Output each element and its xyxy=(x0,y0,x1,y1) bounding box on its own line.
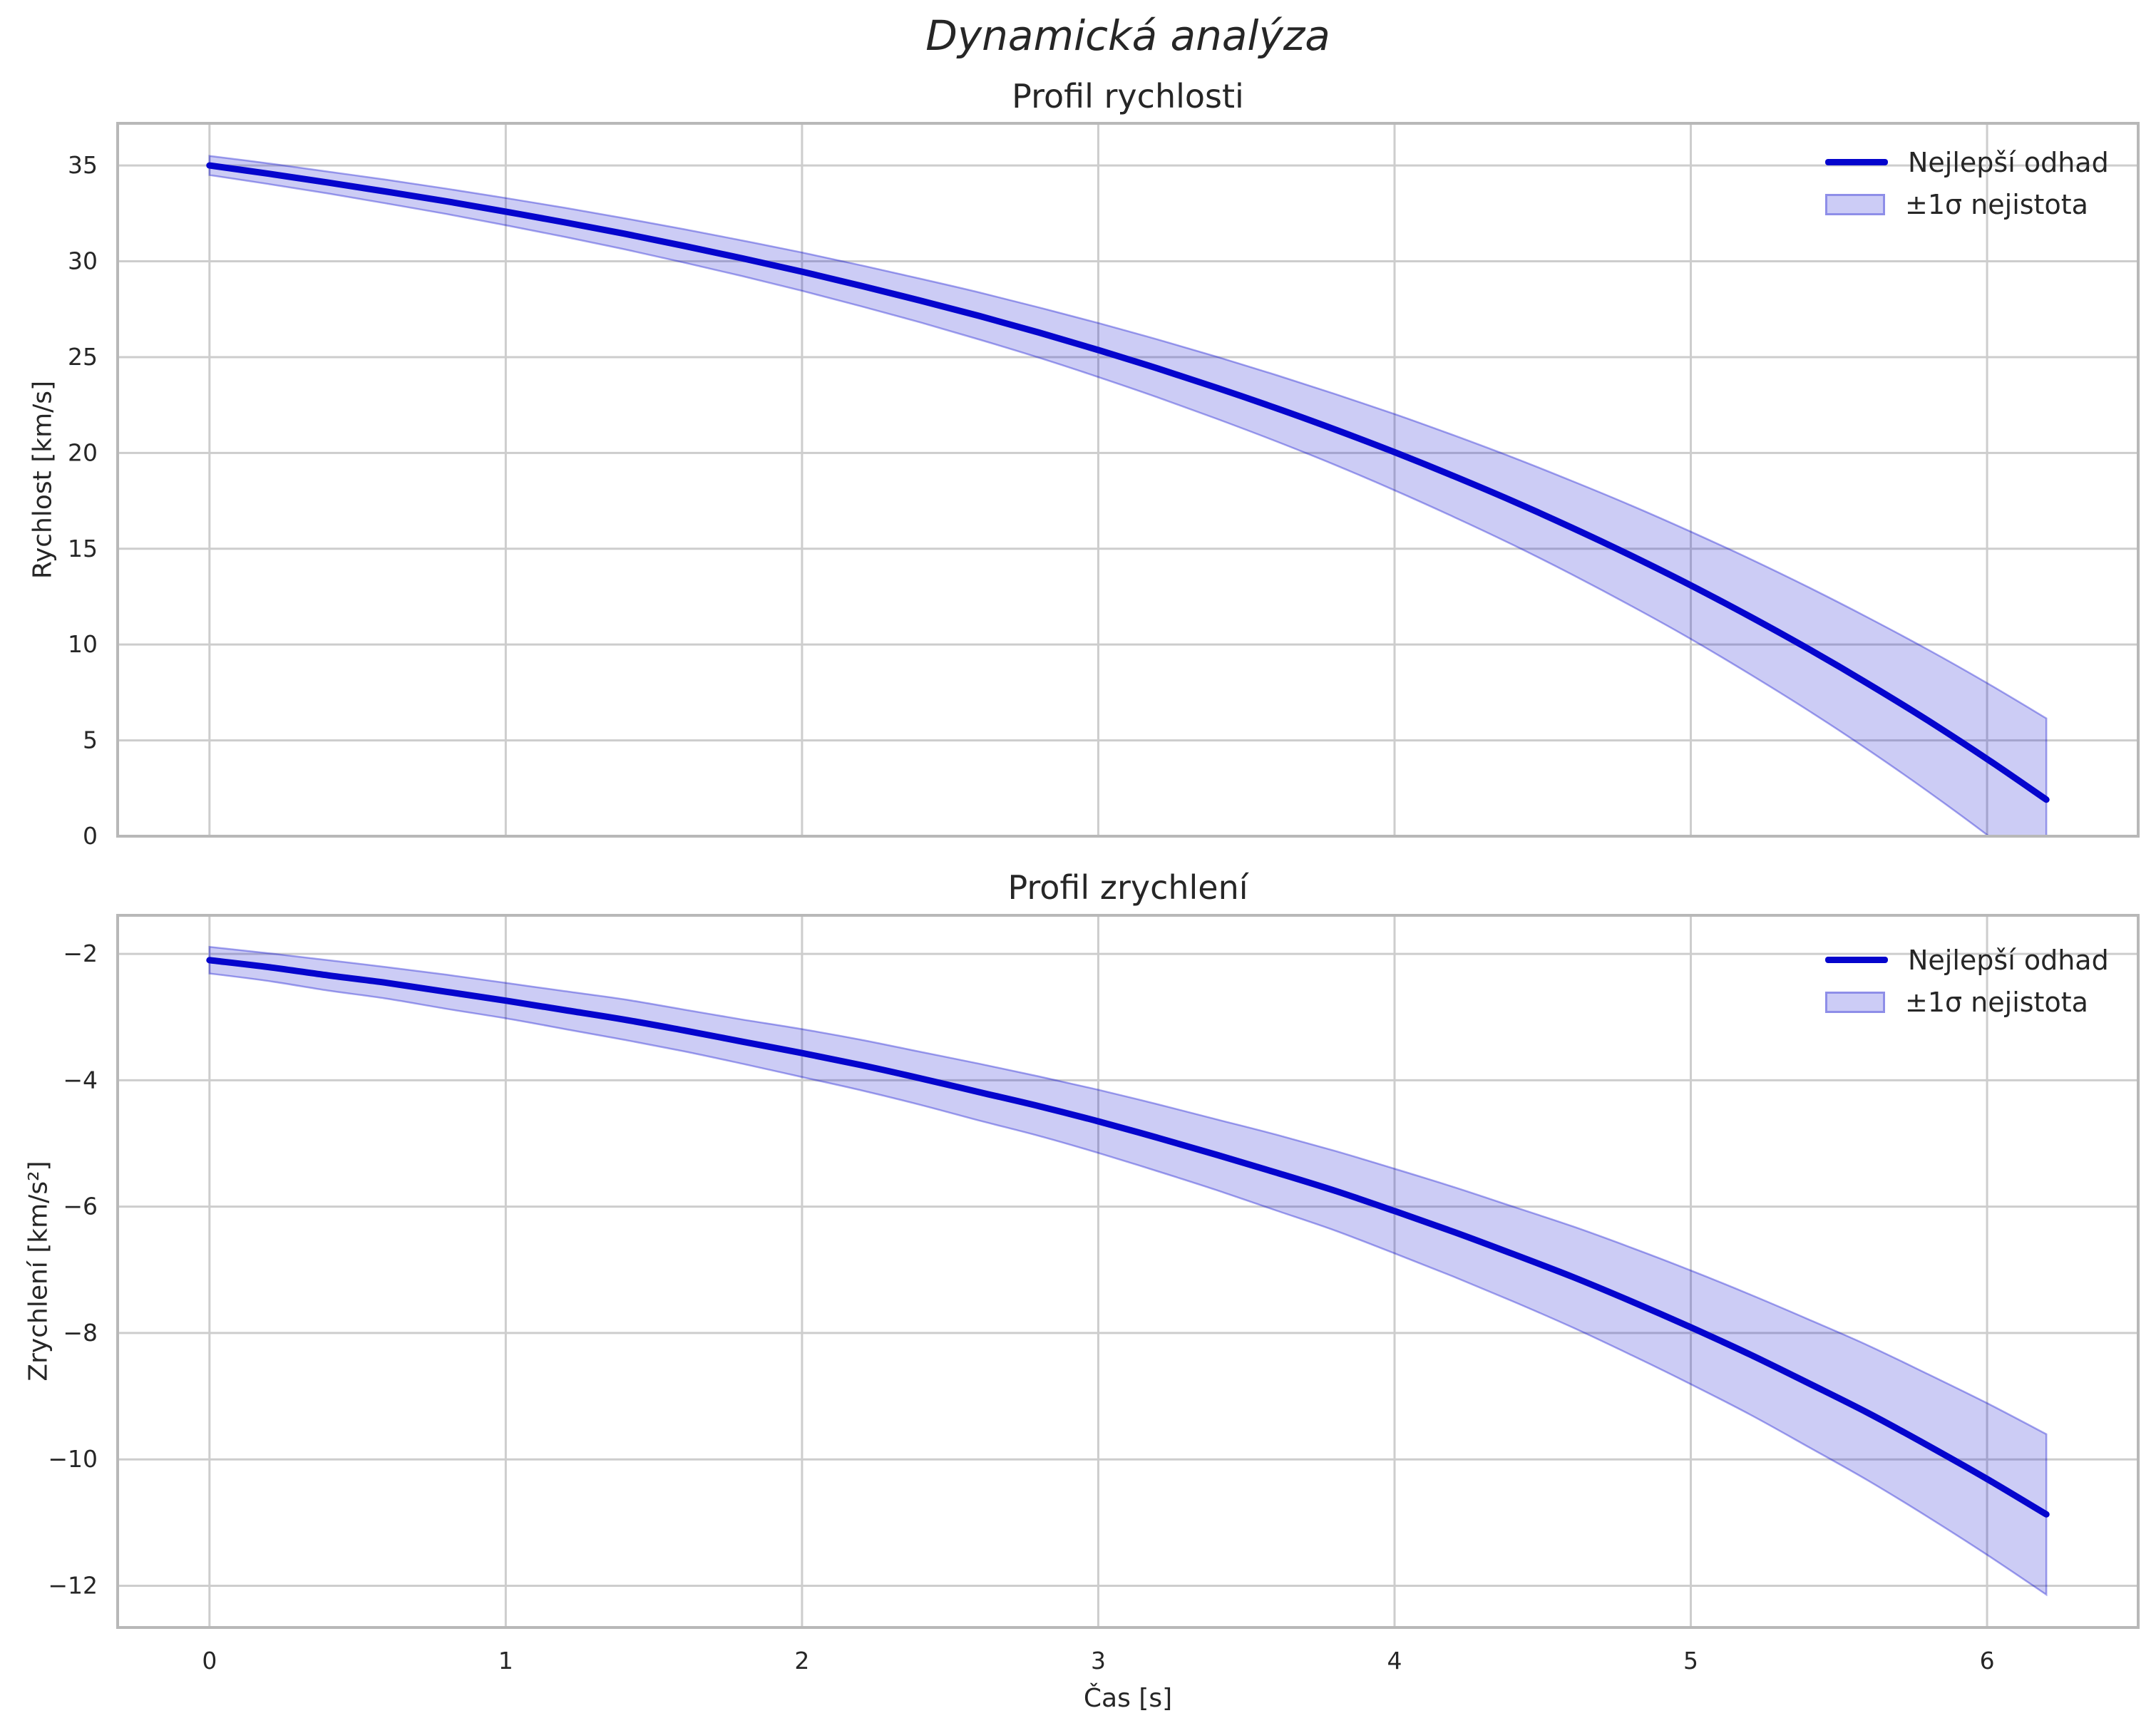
y-tick-label: 25 xyxy=(68,343,98,371)
y-tick-label: 0 xyxy=(83,822,98,850)
legend-line-swatch xyxy=(1825,159,1888,165)
y-tick-label: 30 xyxy=(68,247,98,275)
velocity-chart: 0 5 10 15 20 25 30 35 xyxy=(68,122,2140,850)
velocity-legend: Nejlepší odhad ±1σ nejistota xyxy=(1825,141,2109,225)
x-tick-label: 3 xyxy=(1091,1647,1106,1675)
x-axis-label: Čas [s] xyxy=(1083,1684,1173,1713)
x-tick-label: 6 xyxy=(1980,1647,1995,1675)
legend-band-swatch xyxy=(1825,991,1885,1013)
legend-row: ±1σ nejistota xyxy=(1825,183,2109,225)
grid xyxy=(118,123,2138,838)
x-tick-label: 2 xyxy=(794,1647,809,1675)
grid xyxy=(118,915,2138,1627)
legend-band-swatch xyxy=(1825,193,1885,215)
y-tick-label: −4 xyxy=(63,1066,98,1094)
plot-border xyxy=(116,122,2140,838)
legend-row: Nejlepší odhad xyxy=(1825,141,2109,183)
figure-suptitle: Dynamická analýza xyxy=(925,11,1330,60)
y-tick-label: 35 xyxy=(68,151,98,179)
y-tick-label: 5 xyxy=(83,726,98,754)
y-tick-label: −12 xyxy=(48,1571,98,1599)
x-tick-label: 0 xyxy=(202,1647,217,1675)
acceleration-y-axis-label: Zrychlení [km/s²] xyxy=(24,1161,53,1382)
acceleration-legend: Nejlepší odhad ±1σ nejistota xyxy=(1825,939,2109,1023)
y-tick-label: −6 xyxy=(63,1193,98,1220)
velocity-y-axis-label: Rychlost [km/s] xyxy=(28,380,58,580)
best-estimate-line xyxy=(206,957,2050,1518)
uncertainty-band xyxy=(208,945,2048,1597)
y-tick-label: 20 xyxy=(68,438,98,466)
acceleration-chart-title: Profil zrychlení xyxy=(1007,868,1248,907)
uncertainty-band xyxy=(208,155,2048,836)
legend-label-uncertainty: ±1σ nejistota xyxy=(1905,188,2088,220)
legend-line-swatch xyxy=(1825,957,1888,963)
acceleration-chart: −2 −4 −6 −8 −10 −12 0 1 2 3 4 5 6 xyxy=(48,914,2140,1675)
legend-label-best-estimate: Nejlepší odhad xyxy=(1908,944,2109,976)
legend-row: ±1σ nejistota xyxy=(1825,981,2109,1023)
y-tick-label: −8 xyxy=(63,1319,98,1347)
y-tick-label: −10 xyxy=(48,1445,98,1473)
plot-border xyxy=(116,914,2140,1629)
y-tick-label: −2 xyxy=(63,940,98,967)
velocity-chart-title: Profil rychlosti xyxy=(1012,77,1244,115)
y-tick-label: 10 xyxy=(68,630,98,658)
x-tick-label: 1 xyxy=(498,1647,513,1675)
legend-row: Nejlepší odhad xyxy=(1825,939,2109,981)
x-tick-label: 5 xyxy=(1683,1647,1698,1675)
legend-label-best-estimate: Nejlepší odhad xyxy=(1908,146,2109,178)
y-tick-label: 15 xyxy=(68,535,98,562)
legend-label-uncertainty: ±1σ nejistota xyxy=(1905,986,2088,1018)
best-estimate-line xyxy=(206,162,2050,803)
x-tick-label: 4 xyxy=(1387,1647,1402,1675)
